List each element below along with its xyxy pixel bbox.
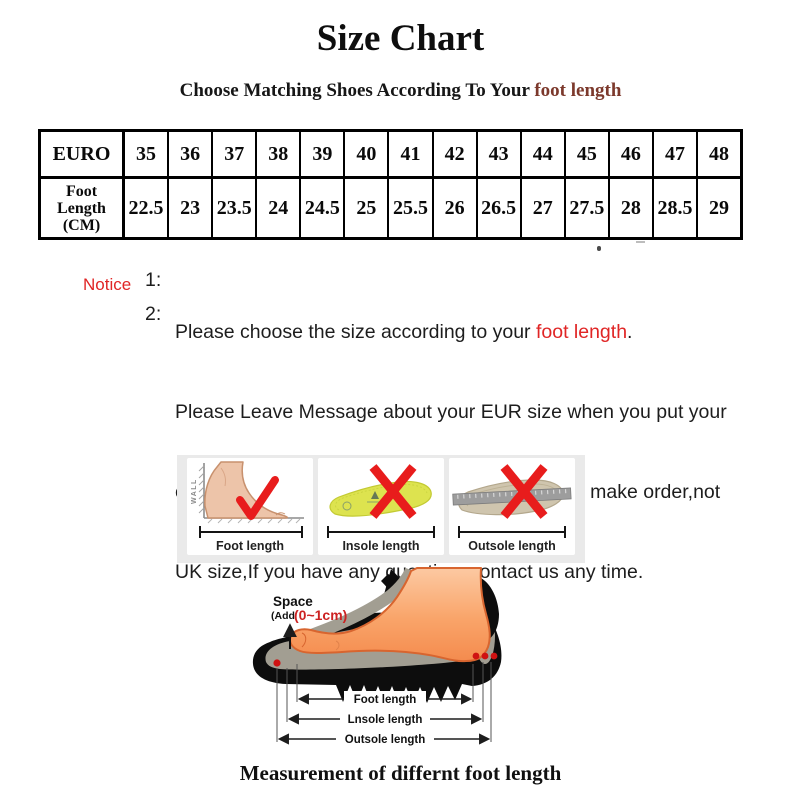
measurement-method-panels: WALL Foot length xyxy=(177,455,585,563)
euro-size-cell: 41 xyxy=(389,132,434,176)
diagram-caption: Measurement of differnt foot length xyxy=(239,761,562,785)
euro-header: EURO xyxy=(41,132,125,176)
foot-measurement-diagram: Space (Add (0~1cm) Foot length Lnsole le… xyxy=(240,556,570,763)
subtitle-text: Choose Matching Shoes According To Your xyxy=(179,80,535,101)
size-table: EURO 35 36 37 38 39 40 41 42 43 44 45 46 47 48 Foot L… xyxy=(38,129,743,240)
cross-icon xyxy=(369,464,417,519)
measure-foot-length: Foot length xyxy=(354,694,417,706)
euro-size-cell: 40 xyxy=(345,132,390,176)
foot-length-cell: 26.5 xyxy=(478,179,522,237)
panel-label: Insole length xyxy=(342,539,419,553)
foot-length-cell: 25.5 xyxy=(389,179,434,237)
panel-label: Outsole length xyxy=(468,539,556,553)
measure-insole-length: Lnsole length xyxy=(348,714,423,726)
foot-length-cell: 27.5 xyxy=(566,179,610,237)
notice-item2-number: 2: xyxy=(145,303,162,325)
euro-size-cell: 38 xyxy=(257,132,302,176)
panel-outsole-length: Outsole length xyxy=(449,458,575,555)
foot-length-cell: 24 xyxy=(257,179,302,237)
notice-label: Notice xyxy=(83,275,132,294)
foot-length-cell: 28.5 xyxy=(654,179,699,237)
euro-size-cell: 47 xyxy=(654,132,699,176)
notice-item1-highlight: foot length xyxy=(535,321,628,343)
panel-foot-length: WALL Foot length xyxy=(187,458,313,555)
foot-length-cell: 24.5 xyxy=(301,179,346,237)
notice-item1: Please choose the size according to your… xyxy=(175,321,633,343)
measure-outsole-length: Outsole length xyxy=(345,734,426,746)
euro-size-cell: 46 xyxy=(610,132,654,176)
foot-length-cell: 26 xyxy=(434,179,478,237)
foot-length-cell: 27 xyxy=(522,179,566,237)
subtitle: Choose Matching Shoes According To Your … xyxy=(0,80,801,102)
page-title: Size Chart xyxy=(316,18,485,59)
space-add-label: (Add xyxy=(271,610,295,622)
foot-length-cell: 23 xyxy=(169,179,214,237)
notice-item2-line3: UK size,If you have any question contact… xyxy=(175,561,644,583)
foot-length-illustration: WALL Foot length xyxy=(191,461,304,553)
subtitle-highlight: foot length xyxy=(534,80,622,101)
foot-in-shoe-illustration: Space (Add (0~1cm) Foot length Lnsole le… xyxy=(252,567,502,746)
notice-item2-line1: Please Leave Message about your EUR size… xyxy=(175,401,727,423)
space-value: (0~1cm) xyxy=(294,607,347,623)
euro-size-cell: 39 xyxy=(301,132,346,176)
table-row-foot-length: Foot Length (CM) 22.5 23 23.5 24 24.5 25 25.5 2… xyxy=(41,179,740,237)
euro-size-cell: 48 xyxy=(709,142,730,165)
outsole-illustration: Outsole length xyxy=(452,464,572,553)
foot-length-cell: 28 xyxy=(610,179,654,237)
speck-artifact xyxy=(597,246,601,251)
table-row-euro: EURO 35 36 37 38 39 40 41 42 43 44 45 46 47 48 xyxy=(41,132,740,179)
panel-label: Foot length xyxy=(216,539,284,553)
euro-size-cell: 36 xyxy=(169,132,214,176)
space-label: Space xyxy=(273,594,313,609)
foot-length-cell: 23.5 xyxy=(213,179,258,237)
foot-shape xyxy=(289,567,491,663)
check-icon xyxy=(236,476,279,520)
euro-size-cell: 35 xyxy=(125,132,170,176)
euro-size-cell: 45 xyxy=(566,132,610,176)
heel-collar xyxy=(478,578,499,640)
euro-size-cell: 43 xyxy=(478,132,522,176)
foot-length-cell: 25 xyxy=(345,179,390,237)
euro-size-cell: 37 xyxy=(213,132,258,176)
notice-item1-number: 1: xyxy=(145,269,162,291)
foot-length-cell: 29 xyxy=(709,196,730,219)
panel-insole-length: Insole length xyxy=(318,458,444,555)
foot-illustration xyxy=(204,461,289,519)
insole-illustration: Insole length xyxy=(327,464,435,553)
euro-size-cell: 42 xyxy=(434,132,478,176)
euro-size-cell: 44 xyxy=(522,132,566,176)
cross-icon xyxy=(500,464,548,519)
measure-dots xyxy=(273,652,498,667)
foot-length-header: Foot Length (CM) xyxy=(41,179,125,237)
wall-label: WALL xyxy=(191,478,198,504)
foot-length-cell: 22.5 xyxy=(125,179,170,237)
dash-artifact xyxy=(636,241,645,243)
